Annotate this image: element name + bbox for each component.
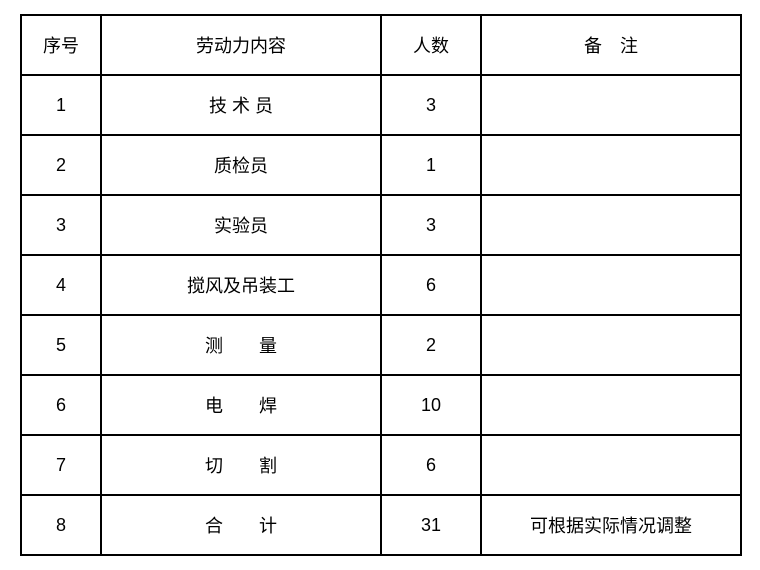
cell-seq: 6 [21,375,101,435]
cell-remark [481,75,741,135]
cell-remark [481,375,741,435]
labor-table: 序号 劳动力内容 人数 备 注 1 技 术 员 3 2 质检员 1 3 实验员 [20,14,742,556]
cell-content: 切 割 [101,435,381,495]
cell-content: 合 计 [101,495,381,555]
cell-count: 3 [381,195,481,255]
header-count: 人数 [381,15,481,75]
header-remark: 备 注 [481,15,741,75]
cell-seq: 4 [21,255,101,315]
cell-remark [481,255,741,315]
cell-count: 10 [381,375,481,435]
table-row: 8 合 计 31 可根据实际情况调整 [21,495,741,555]
table-row: 3 实验员 3 [21,195,741,255]
header-content: 劳动力内容 [101,15,381,75]
cell-count: 6 [381,255,481,315]
cell-remark [481,315,741,375]
cell-remark: 可根据实际情况调整 [481,495,741,555]
cell-seq: 5 [21,315,101,375]
cell-content: 搅风及吊装工 [101,255,381,315]
table-row: 1 技 术 员 3 [21,75,741,135]
table-row: 6 电 焊 10 [21,375,741,435]
table-row: 2 质检员 1 [21,135,741,195]
table-row: 5 测 量 2 [21,315,741,375]
cell-seq: 7 [21,435,101,495]
cell-seq: 8 [21,495,101,555]
cell-seq: 3 [21,195,101,255]
table-row: 4 搅风及吊装工 6 [21,255,741,315]
cell-remark [481,135,741,195]
cell-seq: 1 [21,75,101,135]
cell-count: 6 [381,435,481,495]
header-row: 序号 劳动力内容 人数 备 注 [21,15,741,75]
header-seq: 序号 [21,15,101,75]
cell-content: 质检员 [101,135,381,195]
cell-count: 31 [381,495,481,555]
cell-count: 2 [381,315,481,375]
cell-count: 1 [381,135,481,195]
cell-count: 3 [381,75,481,135]
cell-remark [481,435,741,495]
cell-remark [481,195,741,255]
table-row: 7 切 割 6 [21,435,741,495]
cell-content: 技 术 员 [101,75,381,135]
cell-content: 实验员 [101,195,381,255]
table-body: 1 技 术 员 3 2 质检员 1 3 实验员 3 4 搅风及吊装工 6 [21,75,741,555]
cell-content: 测 量 [101,315,381,375]
labor-table-container: 序号 劳动力内容 人数 备 注 1 技 术 员 3 2 质检员 1 3 实验员 [20,14,740,556]
cell-seq: 2 [21,135,101,195]
cell-content: 电 焊 [101,375,381,435]
table-header: 序号 劳动力内容 人数 备 注 [21,15,741,75]
